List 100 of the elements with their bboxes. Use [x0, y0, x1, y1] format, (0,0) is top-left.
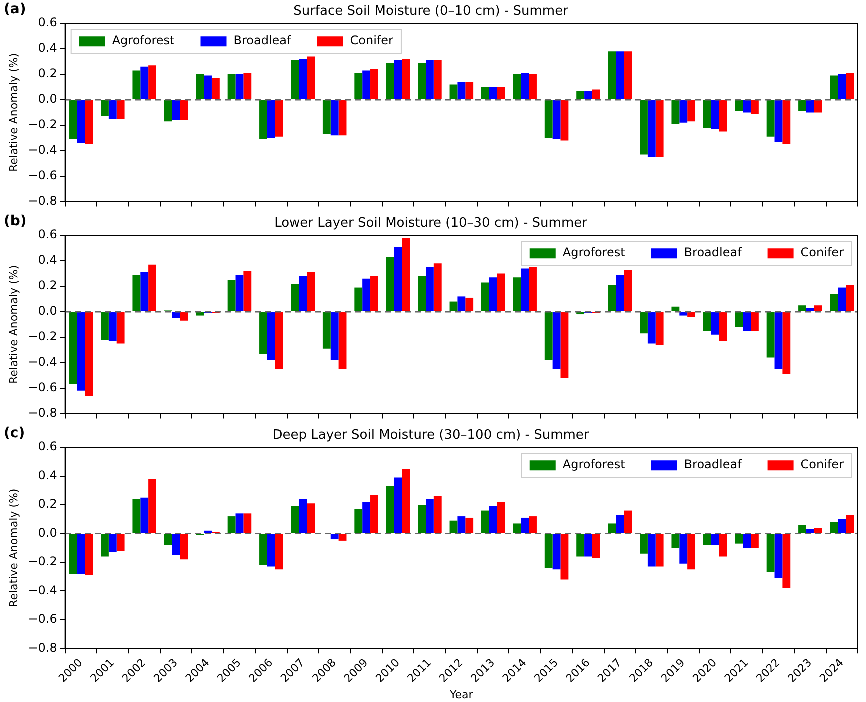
bar	[434, 496, 442, 534]
bar	[338, 100, 347, 136]
bar	[798, 100, 806, 112]
y-tick-label: 0.2	[38, 278, 58, 293]
bar	[750, 100, 759, 114]
bar	[576, 91, 585, 100]
bar	[402, 59, 410, 100]
y-tick-label: −0.8	[28, 194, 58, 208]
bar	[806, 100, 814, 113]
bar	[529, 74, 537, 100]
bar	[338, 534, 347, 541]
bar	[164, 100, 172, 122]
bar	[291, 284, 300, 312]
bar	[132, 499, 141, 534]
bar	[616, 275, 624, 312]
bar	[782, 312, 791, 374]
bar	[330, 312, 339, 360]
bar	[267, 100, 276, 138]
bar	[584, 534, 592, 557]
bar	[489, 87, 498, 100]
bar	[236, 74, 244, 100]
y-tick-label: 0.2	[38, 66, 58, 81]
bar	[140, 66, 149, 100]
legend-label: Conifer	[800, 458, 844, 472]
bar	[180, 100, 188, 120]
text: (b)	[4, 214, 27, 230]
bar	[774, 312, 783, 370]
bar	[489, 506, 498, 534]
bar	[648, 312, 656, 344]
bar	[497, 87, 506, 100]
y-tick-label: −0.8	[28, 406, 58, 420]
bar	[544, 100, 553, 138]
bar	[481, 282, 490, 312]
bar	[688, 534, 696, 570]
bar	[228, 74, 236, 100]
bar	[172, 100, 180, 120]
bar	[322, 312, 331, 349]
y-axis-title: Relative Anomaly (%)	[7, 53, 20, 172]
y-tick-label: 0.4	[38, 468, 58, 482]
bar	[814, 306, 822, 312]
bar	[719, 100, 728, 132]
bar	[275, 534, 284, 570]
bar	[846, 73, 854, 100]
bar	[354, 509, 363, 534]
bar	[735, 534, 744, 544]
bar	[719, 312, 728, 342]
bar	[77, 312, 86, 391]
bar	[172, 312, 180, 318]
bar	[735, 100, 744, 112]
chart-title: Deep Layer Soil Moisture (30–100 cm) - Summer	[272, 428, 590, 444]
bar	[402, 469, 410, 534]
bar	[672, 534, 680, 548]
bar	[466, 298, 474, 312]
bar	[544, 534, 553, 568]
bar	[108, 312, 117, 342]
bar	[108, 534, 117, 552]
bar	[806, 308, 814, 312]
bar	[101, 534, 109, 557]
bar	[172, 534, 180, 556]
bar	[743, 100, 751, 113]
bar	[552, 534, 561, 570]
bar	[204, 76, 212, 100]
bar	[458, 296, 466, 312]
bar	[291, 506, 300, 534]
bar	[299, 499, 308, 534]
bar	[370, 494, 378, 534]
bar	[782, 534, 791, 588]
legend-label: Conifer	[800, 246, 844, 260]
bar	[164, 534, 172, 546]
bar	[592, 90, 600, 100]
bar	[386, 486, 394, 534]
y-tick-label: −0.8	[28, 640, 58, 655]
bar	[640, 100, 648, 155]
bar	[711, 534, 720, 546]
bar	[798, 525, 806, 534]
bar	[354, 73, 363, 100]
bar	[402, 238, 410, 312]
bar	[560, 312, 569, 378]
bar	[212, 78, 220, 100]
bar	[101, 100, 109, 117]
bar	[244, 271, 252, 312]
bar	[418, 276, 426, 312]
bar	[275, 312, 284, 370]
bar	[616, 52, 624, 100]
bar	[370, 69, 378, 100]
bar	[608, 285, 616, 312]
bar	[806, 529, 814, 534]
bar	[640, 534, 648, 554]
bar	[362, 70, 371, 100]
y-tick-label: −0.2	[28, 330, 58, 344]
bar	[529, 267, 537, 312]
bar	[584, 91, 592, 100]
bar	[774, 534, 783, 578]
bar	[814, 100, 822, 113]
bar	[291, 60, 300, 100]
bar	[560, 100, 569, 141]
y-tick-label: 0.0	[38, 526, 58, 540]
bar	[735, 312, 744, 328]
bar	[458, 82, 466, 100]
bar	[830, 294, 838, 312]
